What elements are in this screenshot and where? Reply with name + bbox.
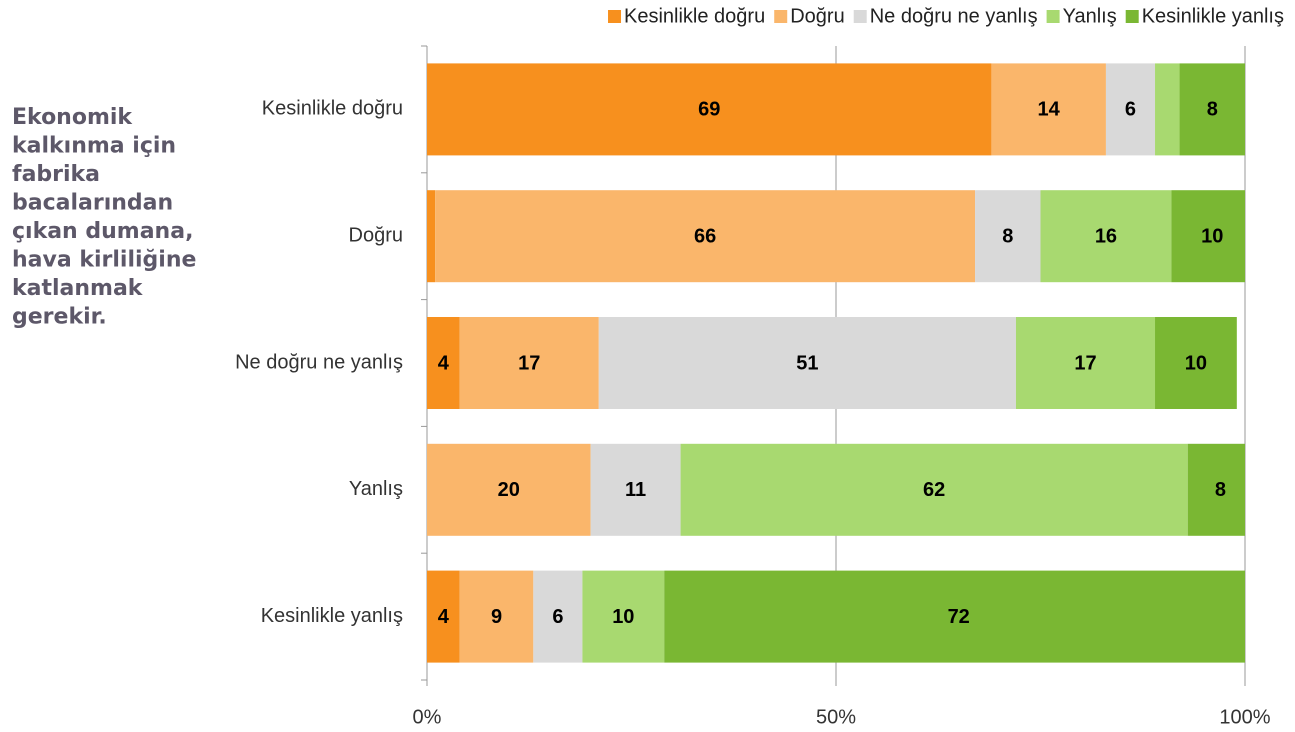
title-line: fabrika	[12, 162, 100, 187]
bar-segment	[427, 317, 460, 409]
bar-segment	[1171, 190, 1245, 283]
title-line: gerekir.	[12, 305, 107, 330]
value-label: 10	[612, 606, 634, 628]
category-label: Kesinlikle yanlış	[261, 605, 403, 627]
value-label: 14	[1038, 99, 1061, 121]
bar-segment	[664, 570, 1245, 663]
bar-segment	[427, 190, 436, 283]
value-label: 72	[948, 606, 970, 628]
bar-segment	[427, 443, 591, 536]
value-label: 66	[694, 225, 716, 247]
bar-segment	[1040, 190, 1172, 283]
value-label: 9	[491, 606, 502, 628]
bar-segment	[991, 63, 1106, 156]
title-line: katlanmak	[12, 276, 144, 301]
value-label: 11	[625, 479, 646, 501]
bar-segment	[1155, 63, 1180, 156]
bar-segment	[533, 570, 583, 663]
legend-label: Ne doğru ne yanlış	[870, 5, 1038, 27]
title-line: kalkınma için	[12, 134, 176, 159]
bar-segment	[1105, 63, 1156, 156]
value-label: 4	[438, 352, 450, 374]
bar-segment	[582, 570, 665, 663]
bar-segment	[680, 443, 1188, 536]
legend-label: Yanlış	[1063, 5, 1117, 27]
bar-segment	[1015, 317, 1156, 409]
bars	[427, 63, 1245, 663]
value-label: 17	[518, 352, 540, 374]
value-label: 6	[1125, 99, 1136, 121]
legend-swatch	[853, 10, 867, 23]
legend-label: Kesinlikle doğru	[624, 5, 765, 27]
legend-swatch	[1125, 10, 1139, 23]
title-line: bacalarından	[12, 191, 173, 216]
x-tick-label: 100%	[1219, 706, 1270, 728]
value-label: 8	[1215, 479, 1226, 501]
bar-segment	[975, 190, 1041, 283]
legend-label: Kesinlikle yanlış	[1142, 5, 1284, 27]
value-label: 51	[796, 352, 818, 374]
title-line: çıkan dumana,	[12, 219, 193, 244]
title-line: Ekonomik	[12, 105, 133, 130]
title-line: hava kirliliğine	[12, 248, 196, 273]
value-label: 10	[1185, 352, 1207, 374]
bar-segment	[427, 570, 460, 663]
value-label: 10	[1201, 225, 1223, 247]
bar-segment	[1155, 317, 1237, 409]
value-label: 16	[1095, 225, 1117, 247]
value-label: 8	[1207, 99, 1218, 121]
bar-segment	[598, 317, 1016, 409]
value-label: 6	[552, 606, 563, 628]
value-label: 17	[1074, 352, 1096, 374]
value-label: 69	[698, 99, 720, 121]
value-label: 62	[923, 479, 945, 501]
legend-swatch	[774, 10, 788, 23]
bar-segment	[1187, 443, 1245, 536]
category-label: Doğru	[349, 224, 403, 246]
category-label: Kesinlikle doğru	[262, 98, 403, 120]
legend-swatch	[1046, 10, 1060, 23]
x-tick-label: 50%	[816, 706, 856, 728]
x-tick-label: 0%	[413, 706, 442, 728]
category-label: Ne doğru ne yanlış	[235, 351, 403, 373]
bar-segment	[435, 190, 976, 283]
bar-segment	[427, 63, 992, 156]
value-label: 20	[498, 479, 520, 501]
legend-label: Doğru	[790, 5, 844, 27]
bar-segment	[459, 317, 599, 409]
legend-swatch	[608, 10, 622, 23]
bar-segment	[1179, 63, 1245, 156]
bar-segment	[459, 570, 534, 663]
bar-segment	[590, 443, 681, 536]
category-label: Yanlış	[349, 478, 403, 500]
value-label: 4	[438, 606, 450, 628]
value-label: 8	[1002, 225, 1013, 247]
